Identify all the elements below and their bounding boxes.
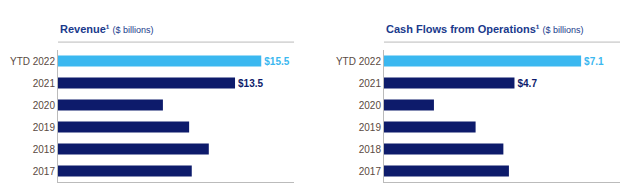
svg-text:2021: 2021 xyxy=(359,78,382,89)
svg-text:YTD 2022: YTD 2022 xyxy=(10,56,55,67)
svg-text:2020: 2020 xyxy=(33,100,56,111)
svg-text:2020: 2020 xyxy=(359,100,382,111)
svg-text:2019: 2019 xyxy=(359,122,382,133)
svg-text:Cash Flows from Operations¹ ($: Cash Flows from Operations¹ ($ billions) xyxy=(386,23,584,35)
svg-text:$7.1: $7.1 xyxy=(584,56,604,67)
svg-text:$4.7: $4.7 xyxy=(517,78,537,89)
svg-text:$13.5: $13.5 xyxy=(238,78,263,89)
svg-text:2017: 2017 xyxy=(359,166,382,177)
svg-text:2021: 2021 xyxy=(33,78,56,89)
svg-text:2018: 2018 xyxy=(359,144,382,155)
svg-text:2017: 2017 xyxy=(33,166,56,177)
svg-text:Revenue¹ ($ billions): Revenue¹ ($ billions) xyxy=(60,23,154,35)
svg-text:YTD 2022: YTD 2022 xyxy=(336,56,381,67)
svg-text:2018: 2018 xyxy=(33,144,56,155)
svg-text:$15.5: $15.5 xyxy=(264,56,289,67)
svg-text:2019: 2019 xyxy=(33,122,56,133)
